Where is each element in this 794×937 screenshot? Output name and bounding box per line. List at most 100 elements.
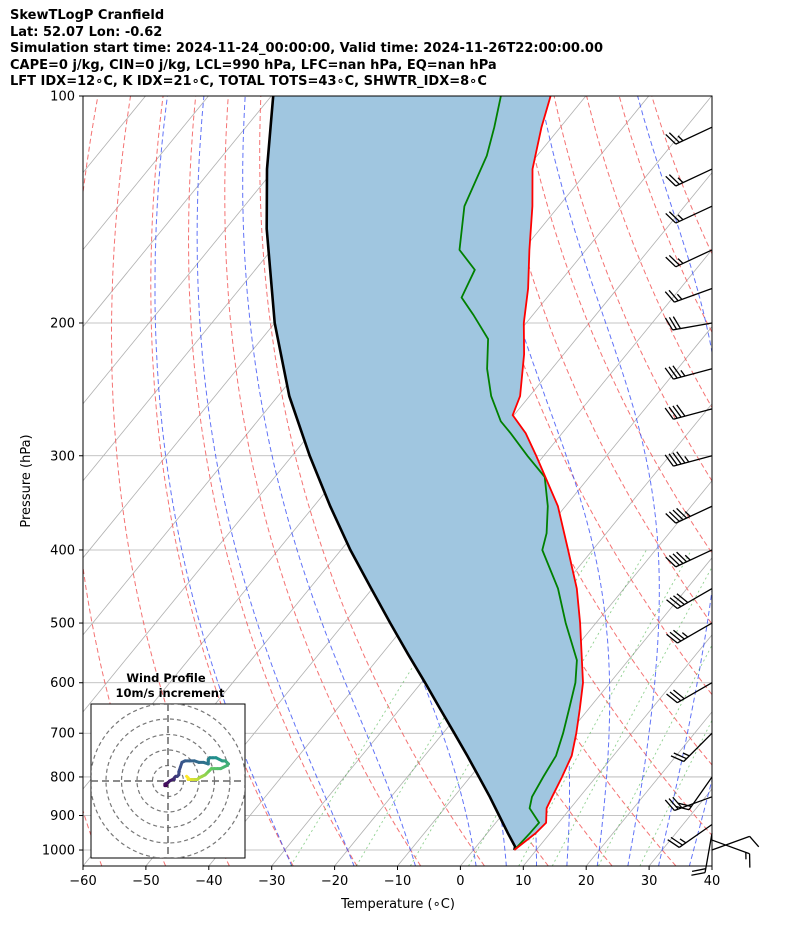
wind-barb-shaft — [675, 505, 713, 524]
wind-barb — [667, 823, 713, 848]
wind-barb-shaft — [678, 823, 713, 848]
x-tick-label: −40 — [195, 874, 222, 889]
wind-barb-flag — [675, 805, 690, 811]
wind-barb-flag — [669, 631, 682, 642]
dry-adiabat — [651, 96, 712, 255]
y-tick-label: 300 — [50, 449, 75, 464]
index-line: LFT IDX=12∘C, K IDX=21∘C, TOTAL TOTS=43∘… — [10, 74, 487, 89]
wind-barb — [670, 732, 713, 763]
wind-barb-shaft — [673, 368, 713, 380]
mixing-ratio-line — [551, 566, 712, 866]
wind-barb-flag — [664, 454, 674, 467]
wind-barb-shaft — [675, 205, 713, 224]
wind-barb-half-flag — [677, 214, 684, 221]
wind-barb-flag — [668, 254, 680, 266]
wind-barb-flag — [672, 509, 684, 521]
x-tick-label: −10 — [384, 874, 411, 889]
isotherm-line — [83, 96, 272, 328]
wind-barb — [665, 126, 713, 145]
wind-barb-flag — [676, 593, 689, 604]
dry-adiabat — [488, 96, 712, 625]
wind-barb-shaft — [677, 587, 713, 610]
wind-barb-half-flag — [679, 838, 687, 844]
wind-barb-shaft — [711, 839, 750, 855]
wind-barb-flag — [673, 689, 685, 700]
wind-barb-flag — [665, 133, 677, 145]
dry-adiabat — [553, 96, 712, 482]
wind-barb-flag — [676, 404, 686, 417]
wind-barb-shaft — [675, 249, 713, 268]
wind-barb-flag — [664, 291, 675, 303]
time-line: Simulation start time: 2024-11-24_00:00:… — [10, 41, 603, 56]
stability-line: CAPE=0 j/kg, CIN=0 j/kg, LCL=990 hPa, LF… — [10, 57, 497, 73]
hodograph-trace-segment — [185, 774, 190, 780]
isotherm-line — [585, 711, 712, 866]
wind-barb-flag — [664, 799, 675, 811]
wind-barb-shaft — [675, 126, 713, 145]
y-tick-label: 600 — [50, 676, 75, 691]
wind-barb — [664, 365, 713, 380]
wind-barb — [664, 287, 713, 303]
x-tick-label: −60 — [69, 874, 96, 889]
wind-barb-flag — [667, 839, 680, 848]
moist-adiabat — [242, 96, 417, 866]
wind-barb-flag — [669, 691, 682, 702]
wind-barb-flag — [672, 316, 682, 329]
wind-barb — [666, 682, 713, 704]
wind-barb-flag — [668, 366, 678, 379]
dewpoint-profile-line — [458, 96, 578, 851]
hodograph-ring — [136, 749, 200, 813]
wind-barb — [665, 205, 713, 224]
wind-barb — [664, 404, 713, 420]
wind-barb-flag — [665, 556, 677, 568]
hodograph-title: Wind Profile — [126, 671, 206, 685]
wind-barb-flag — [749, 835, 760, 848]
wind-barb-shaft — [674, 287, 713, 303]
chart-header: SkewTLogP Cranfield Lat: 52.07 Lon: -0.6… — [10, 8, 603, 91]
wind-barb-flag — [666, 599, 678, 610]
isotherm-line — [83, 96, 335, 405]
wind-barb-half-flag — [684, 511, 691, 517]
axes: −60 −50 −40 −30 −20 −10 0 10 20 30 40 1000 900 800 700… — [42, 90, 720, 890]
x-tick-label: 40 — [704, 874, 721, 889]
wind-barb-flag — [668, 555, 680, 566]
wind-barb-half-flag — [680, 369, 686, 377]
wind-barb-shaft — [688, 776, 713, 811]
wind-barb-flag — [672, 553, 684, 564]
y-axis-label: Pressure (hPa) — [19, 434, 34, 527]
wind-barb-flag — [669, 597, 682, 608]
wind-barb-flag — [676, 507, 688, 519]
isotherm-line — [334, 403, 712, 866]
isotherm-line — [711, 865, 712, 866]
wind-barb — [691, 833, 713, 876]
moist-adiabat — [154, 96, 293, 866]
mixing-ratio-line — [598, 644, 712, 866]
dry-adiabat — [150, 96, 294, 866]
wind-barb — [664, 451, 713, 467]
wind-barb-flag — [672, 796, 683, 809]
wind-barb — [711, 835, 760, 851]
temperature-profile-line — [511, 96, 584, 851]
mixing-ratio-line — [410, 549, 595, 866]
wind-barb-shaft — [675, 549, 713, 568]
wind-barb-flag — [677, 802, 692, 808]
y-tick-label: 800 — [50, 770, 75, 785]
y-tick-label: 1000 — [42, 844, 75, 859]
wind-barb-shaft — [704, 833, 713, 873]
wind-barb-half-flag — [677, 135, 684, 142]
wind-barb-shaft — [673, 408, 713, 420]
wind-barb-shaft — [683, 732, 713, 762]
wind-barb-flag — [664, 317, 674, 331]
wind-barb — [666, 622, 713, 644]
x-tick-label: −30 — [258, 874, 285, 889]
wind-barb-flag — [672, 365, 682, 378]
wind-barb-flag — [665, 513, 677, 524]
wind-barb-shaft — [675, 168, 713, 187]
wind-barb-shaft — [673, 455, 713, 467]
cape-cin-shading — [266, 96, 583, 850]
y-tick-label: 900 — [50, 809, 75, 824]
wind-barb-half-flag — [681, 632, 689, 638]
wind-barb-flag — [665, 175, 677, 187]
y-tick-label: 500 — [50, 617, 75, 632]
x-axis-label: Temperature (∘C) — [340, 897, 455, 912]
